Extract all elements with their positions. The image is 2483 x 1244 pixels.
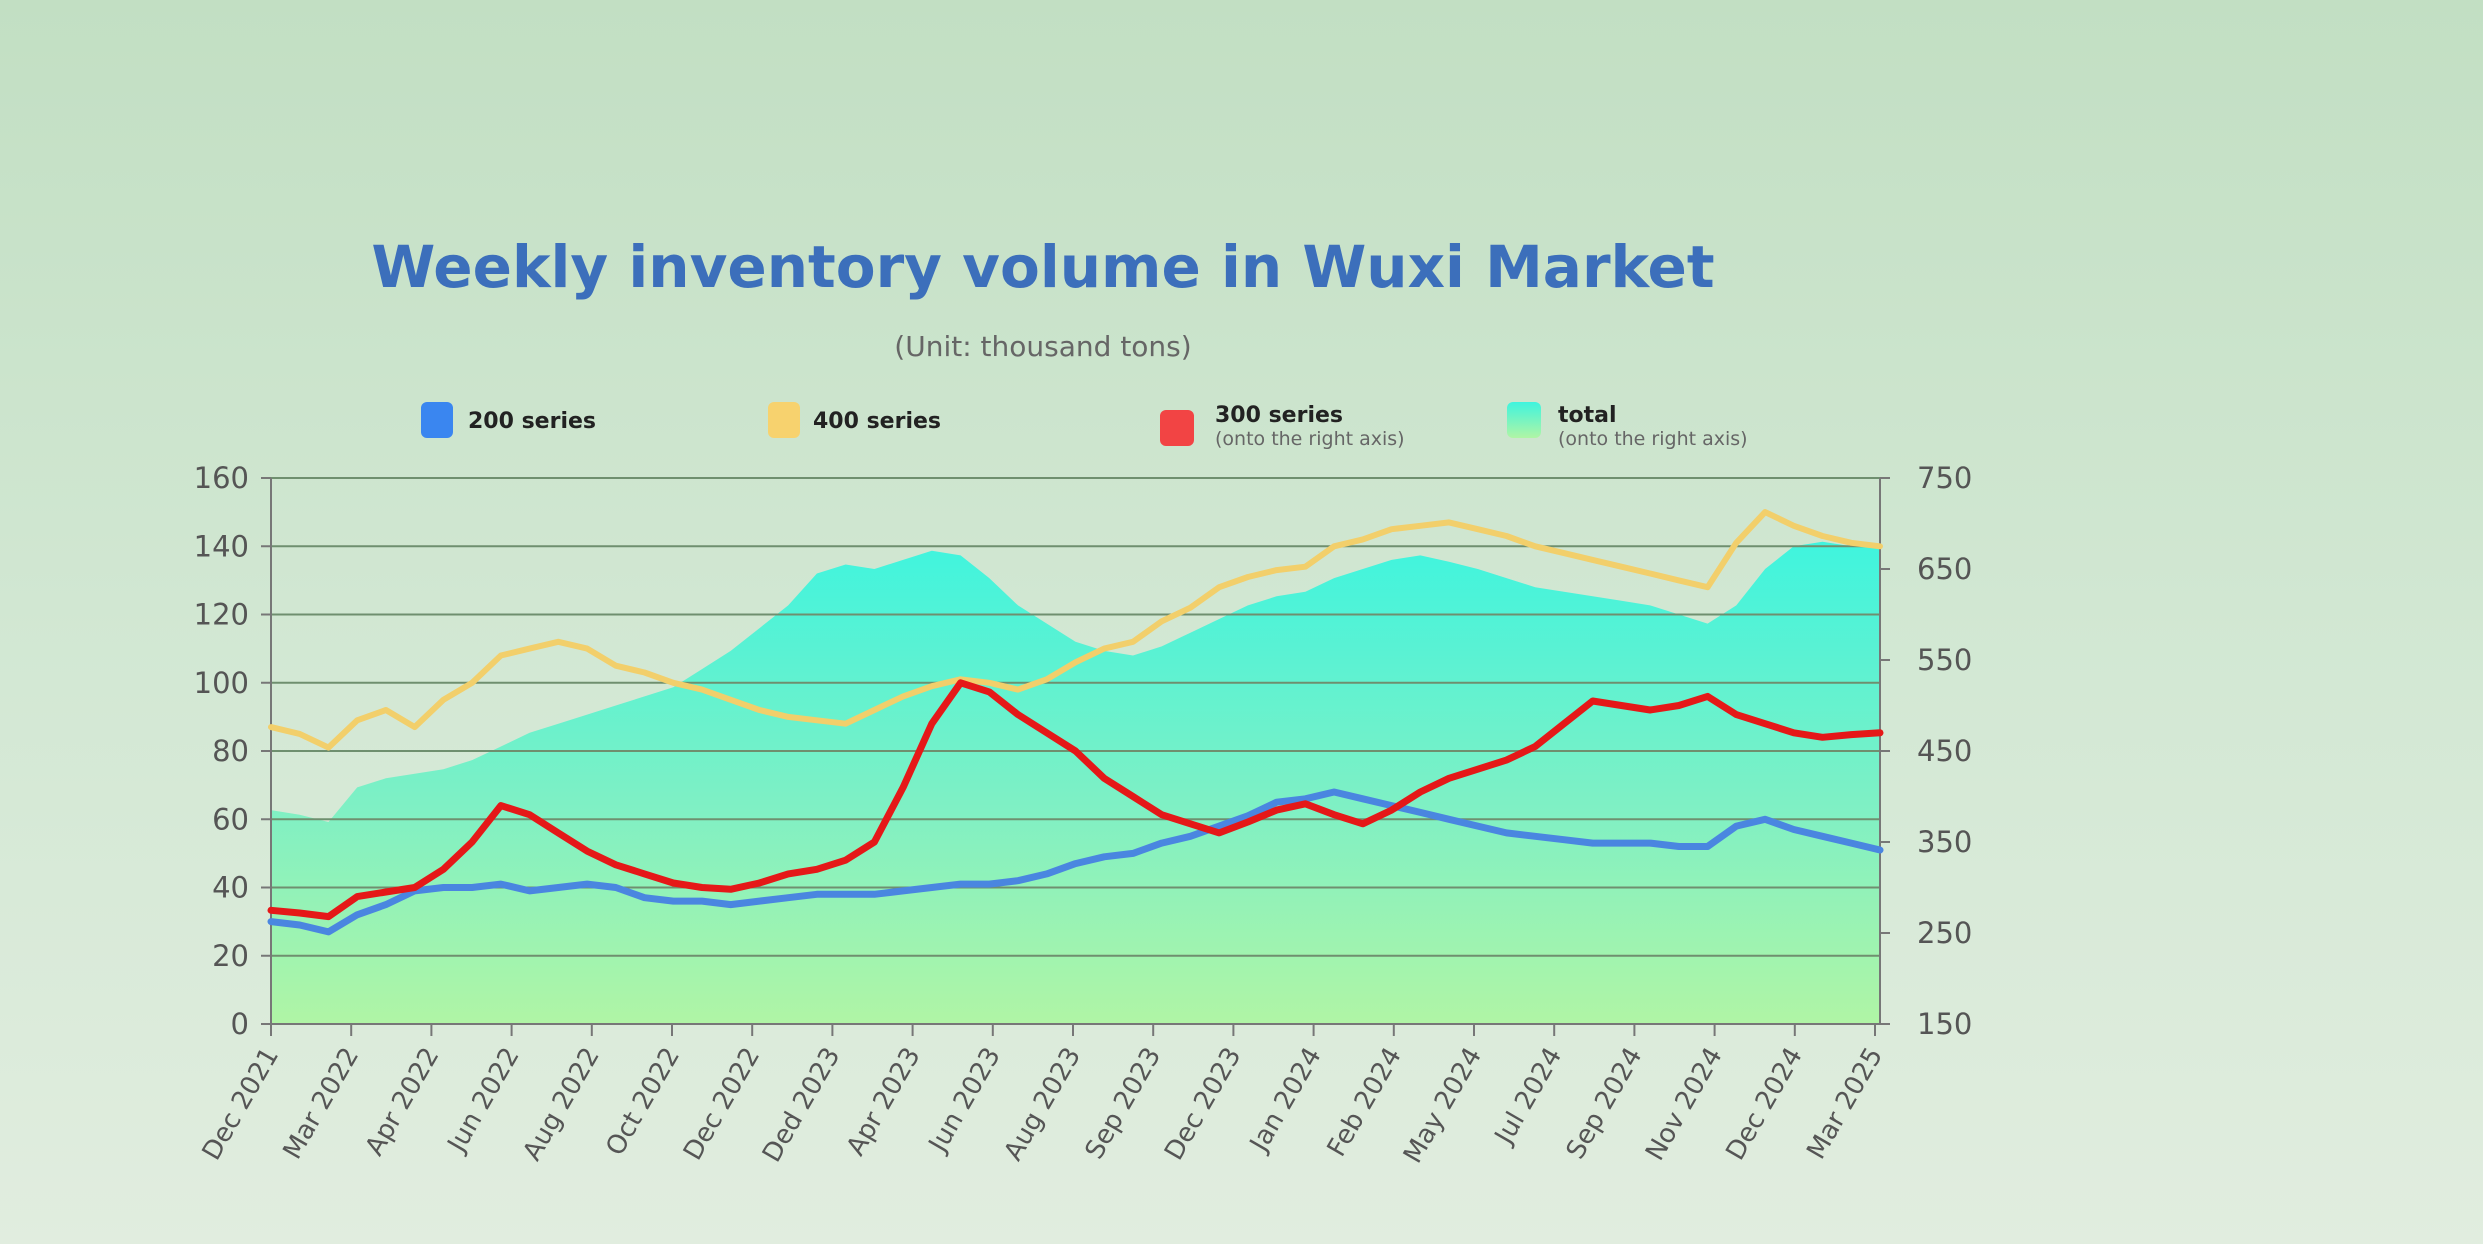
y-tick-label-right-1: 250 <box>1917 916 1972 950</box>
x-tick-label-14: Feb 2024 <box>1322 1043 1408 1162</box>
legend-swatch-400-series <box>768 402 800 438</box>
series-line-300-series <box>267 679 1884 921</box>
x-tick-label-7: Ded 2023 <box>757 1043 846 1168</box>
series-line-200-series <box>267 788 1884 936</box>
x-tick-label-2: Apr 2022 <box>360 1043 446 1161</box>
legend: 200 series 400 series 300 series (onto t… <box>421 402 1748 450</box>
y-tick-label-right-5: 650 <box>1917 552 1972 586</box>
legend-label-300-series: 300 series <box>1215 403 1343 428</box>
legend-sublabel-300-series: (onto the right axis) <box>1215 428 1405 450</box>
y-tick-label-right-4: 550 <box>1917 643 1972 677</box>
x-tick-label-13: Jan 2024 <box>1243 1043 1327 1159</box>
y-tick-label-right-6: 750 <box>1917 461 1972 495</box>
x-tick-label-5: Oct 2022 <box>600 1043 686 1161</box>
x-tick-label-18: Nov 2024 <box>1640 1043 1729 1166</box>
legend-swatch-300-series <box>1160 410 1194 446</box>
x-tick-label-19: Dec 2024 <box>1721 1043 1809 1166</box>
x-tick-label-15: May 2024 <box>1398 1043 1488 1169</box>
legend-label-400-series: 400 series <box>813 409 941 434</box>
x-tick-label-20: Mar 2025 <box>1801 1043 1889 1165</box>
x-tick-label-8: Apr 2023 <box>841 1043 927 1161</box>
y-tick-label-left-2: 40 <box>212 871 249 905</box>
legend-swatch-200-series <box>421 402 453 438</box>
y-tick-label-left-3: 60 <box>212 802 249 836</box>
y-tick-label-right-3: 450 <box>1917 734 1972 768</box>
x-tick-label-11: Sep 2023 <box>1080 1043 1168 1165</box>
y-tick-label-left-4: 80 <box>212 734 249 768</box>
legend-label-total: total <box>1558 403 1617 428</box>
chart-subtitle: (Unit: thousand tons) <box>894 330 1191 363</box>
x-tick-label-3: Jun 2022 <box>441 1043 526 1159</box>
legend-sublabel-total: (onto the right axis) <box>1558 428 1748 450</box>
y-tick-label-left-5: 100 <box>194 666 249 700</box>
legend-label-200-series: 200 series <box>468 409 596 434</box>
y-tick-label-left-7: 140 <box>194 529 249 563</box>
y-tick-label-left-0: 0 <box>231 1007 249 1041</box>
x-tick-label-17: Sep 2024 <box>1561 1043 1649 1165</box>
x-tick-label-10: Aug 2023 <box>998 1043 1087 1166</box>
y-tick-label-right-0: 150 <box>1917 1007 1972 1041</box>
y-tick-label-left-6: 120 <box>194 598 249 632</box>
x-tick-label-12: Dec 2023 <box>1159 1043 1247 1166</box>
x-tick-label-1: Mar 2022 <box>278 1043 366 1165</box>
plot-area: 0 20 40 60 80 100 120 140 160 150 250 350 450 550 650 7… <box>194 461 1973 1169</box>
x-tick-label-9: Jun 2023 <box>922 1043 1007 1159</box>
y-tick-label-right-2: 350 <box>1917 825 1972 859</box>
x-tick-label-6: Dec 2022 <box>678 1043 766 1166</box>
y-tick-label-left-1: 20 <box>212 939 249 973</box>
series-line-400-series <box>268 509 1883 751</box>
legend-swatch-total <box>1507 402 1541 438</box>
x-tick-label-16: Jul 2024 <box>1488 1043 1568 1151</box>
x-tick-label-4: Aug 2022 <box>517 1043 606 1166</box>
y-tick-label-left-8: 160 <box>194 461 249 495</box>
x-tick-label-0: Dec 2021 <box>197 1043 285 1166</box>
chart-title: Weekly inventory volume in Wuxi Market <box>371 233 1714 301</box>
